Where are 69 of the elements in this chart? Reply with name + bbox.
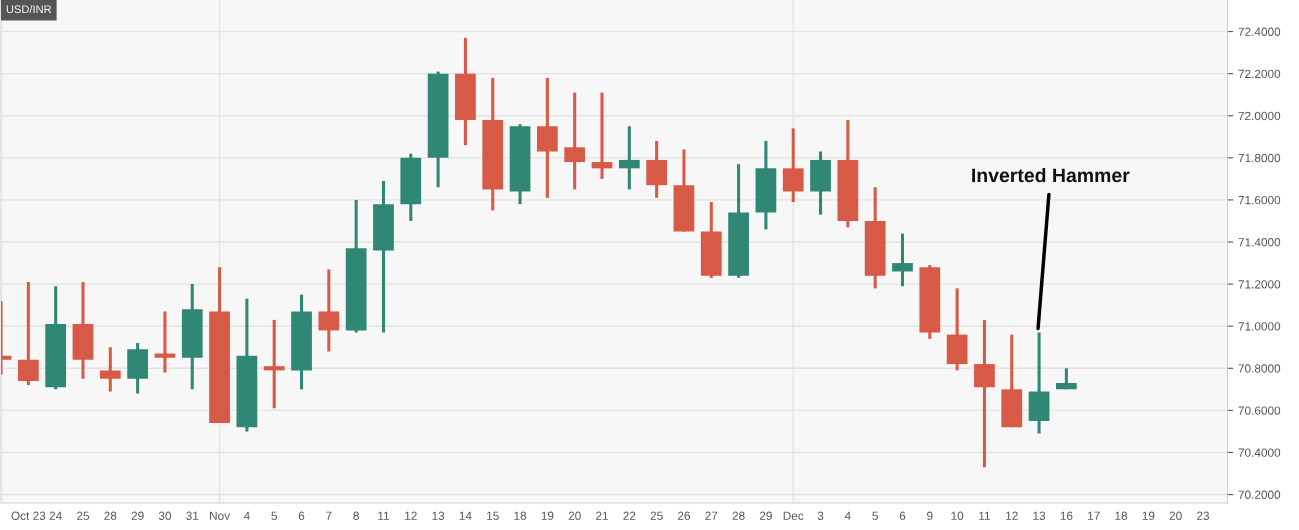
candlestick [318,269,340,352]
y-tick-label: 70.6000 [1238,406,1281,415]
candlestick [782,128,804,203]
y-tick-label: 71.8000 [1238,153,1281,163]
y-tick-label: 71.2000 [1238,280,1281,289]
x-tick-label: 10 [951,511,964,520]
x-tick-label: 30 [158,511,172,520]
y-tick-label: 71.6000 [1238,195,1281,205]
x-tick-label: 29 [131,511,144,520]
candlestick [892,233,913,288]
x-tick-label: 8 [353,511,359,520]
y-tick-label: 71.0000 [1238,322,1281,331]
candlestick [17,282,39,386]
x-tick-label: 20 [568,511,581,520]
x-tick-label: 20 [1169,511,1182,520]
x-tick-label: 25 [650,511,663,520]
x-tick-label: 23 [1197,511,1210,520]
x-tick-label: 14 [459,511,472,520]
x-tick-label: 27 [705,511,718,520]
x-tick-label: 13 [432,511,445,520]
x-tick-label: Dec [783,511,804,520]
x-tick-label: Oct 23 [11,511,46,520]
x-tick-label: 17 [1088,511,1100,520]
y-tick-label: 72.0000 [1238,111,1281,121]
x-tick-label: 22 [623,511,636,520]
x-tick-label: 11 [979,511,990,520]
x-tick-label: 3 [817,511,824,520]
x-tick-label: 12 [405,511,417,520]
x-tick-label: 21 [596,511,608,520]
x-tick-label: Nov [210,511,231,520]
x-tick-label: 4 [243,511,250,520]
x-tick-label: 18 [1115,511,1128,520]
y-tick-label: 70.8000 [1238,364,1281,373]
y-tick-label: 72.4000 [1238,27,1281,36]
y-tick-label: 70.2000 [1238,490,1281,499]
x-tick-label: 15 [487,511,499,520]
x-tick-label: 19 [541,511,554,520]
candlestick [974,318,995,469]
x-tick-label: 6 [298,511,305,520]
x-tick-label: 24 [49,511,62,520]
x-tick-label: 6 [899,511,906,520]
candlestick [564,92,586,190]
x-tick-label: 29 [759,511,772,520]
chart-title: USD/INR [6,5,52,14]
x-tick-label: 12 [1006,511,1018,520]
annotation: Inverted Hammer [972,167,1130,183]
x-tick-label: 7 [326,511,332,520]
x-tick-label: 25 [77,511,90,520]
x-tick-label: 5 [271,511,277,520]
x-tick-label: 28 [104,511,117,520]
x-tick-label: 4 [844,511,851,520]
x-tick-label: 5 [872,511,878,520]
candlestick [618,126,640,190]
x-tick-label: 31 [186,511,199,520]
candlestick [263,318,285,409]
y-tick-label: 71.4000 [1238,238,1281,247]
x-tick-label: 13 [1033,511,1046,520]
candlestick [154,311,176,373]
y-tick-label: 70.4000 [1238,448,1281,457]
x-tick-label: 11 [378,511,390,520]
y-tick-label: 72.2000 [1238,69,1281,79]
x-tick-label: 18 [514,511,527,520]
candlestick [591,92,613,179]
x-tick-label: 9 [927,511,933,520]
x-tick-label: 19 [1142,511,1155,520]
x-tick-label: 28 [732,511,745,520]
candlestick [99,347,121,392]
x-tick-label: 26 [677,511,690,520]
x-tick-label: 16 [1060,511,1073,520]
